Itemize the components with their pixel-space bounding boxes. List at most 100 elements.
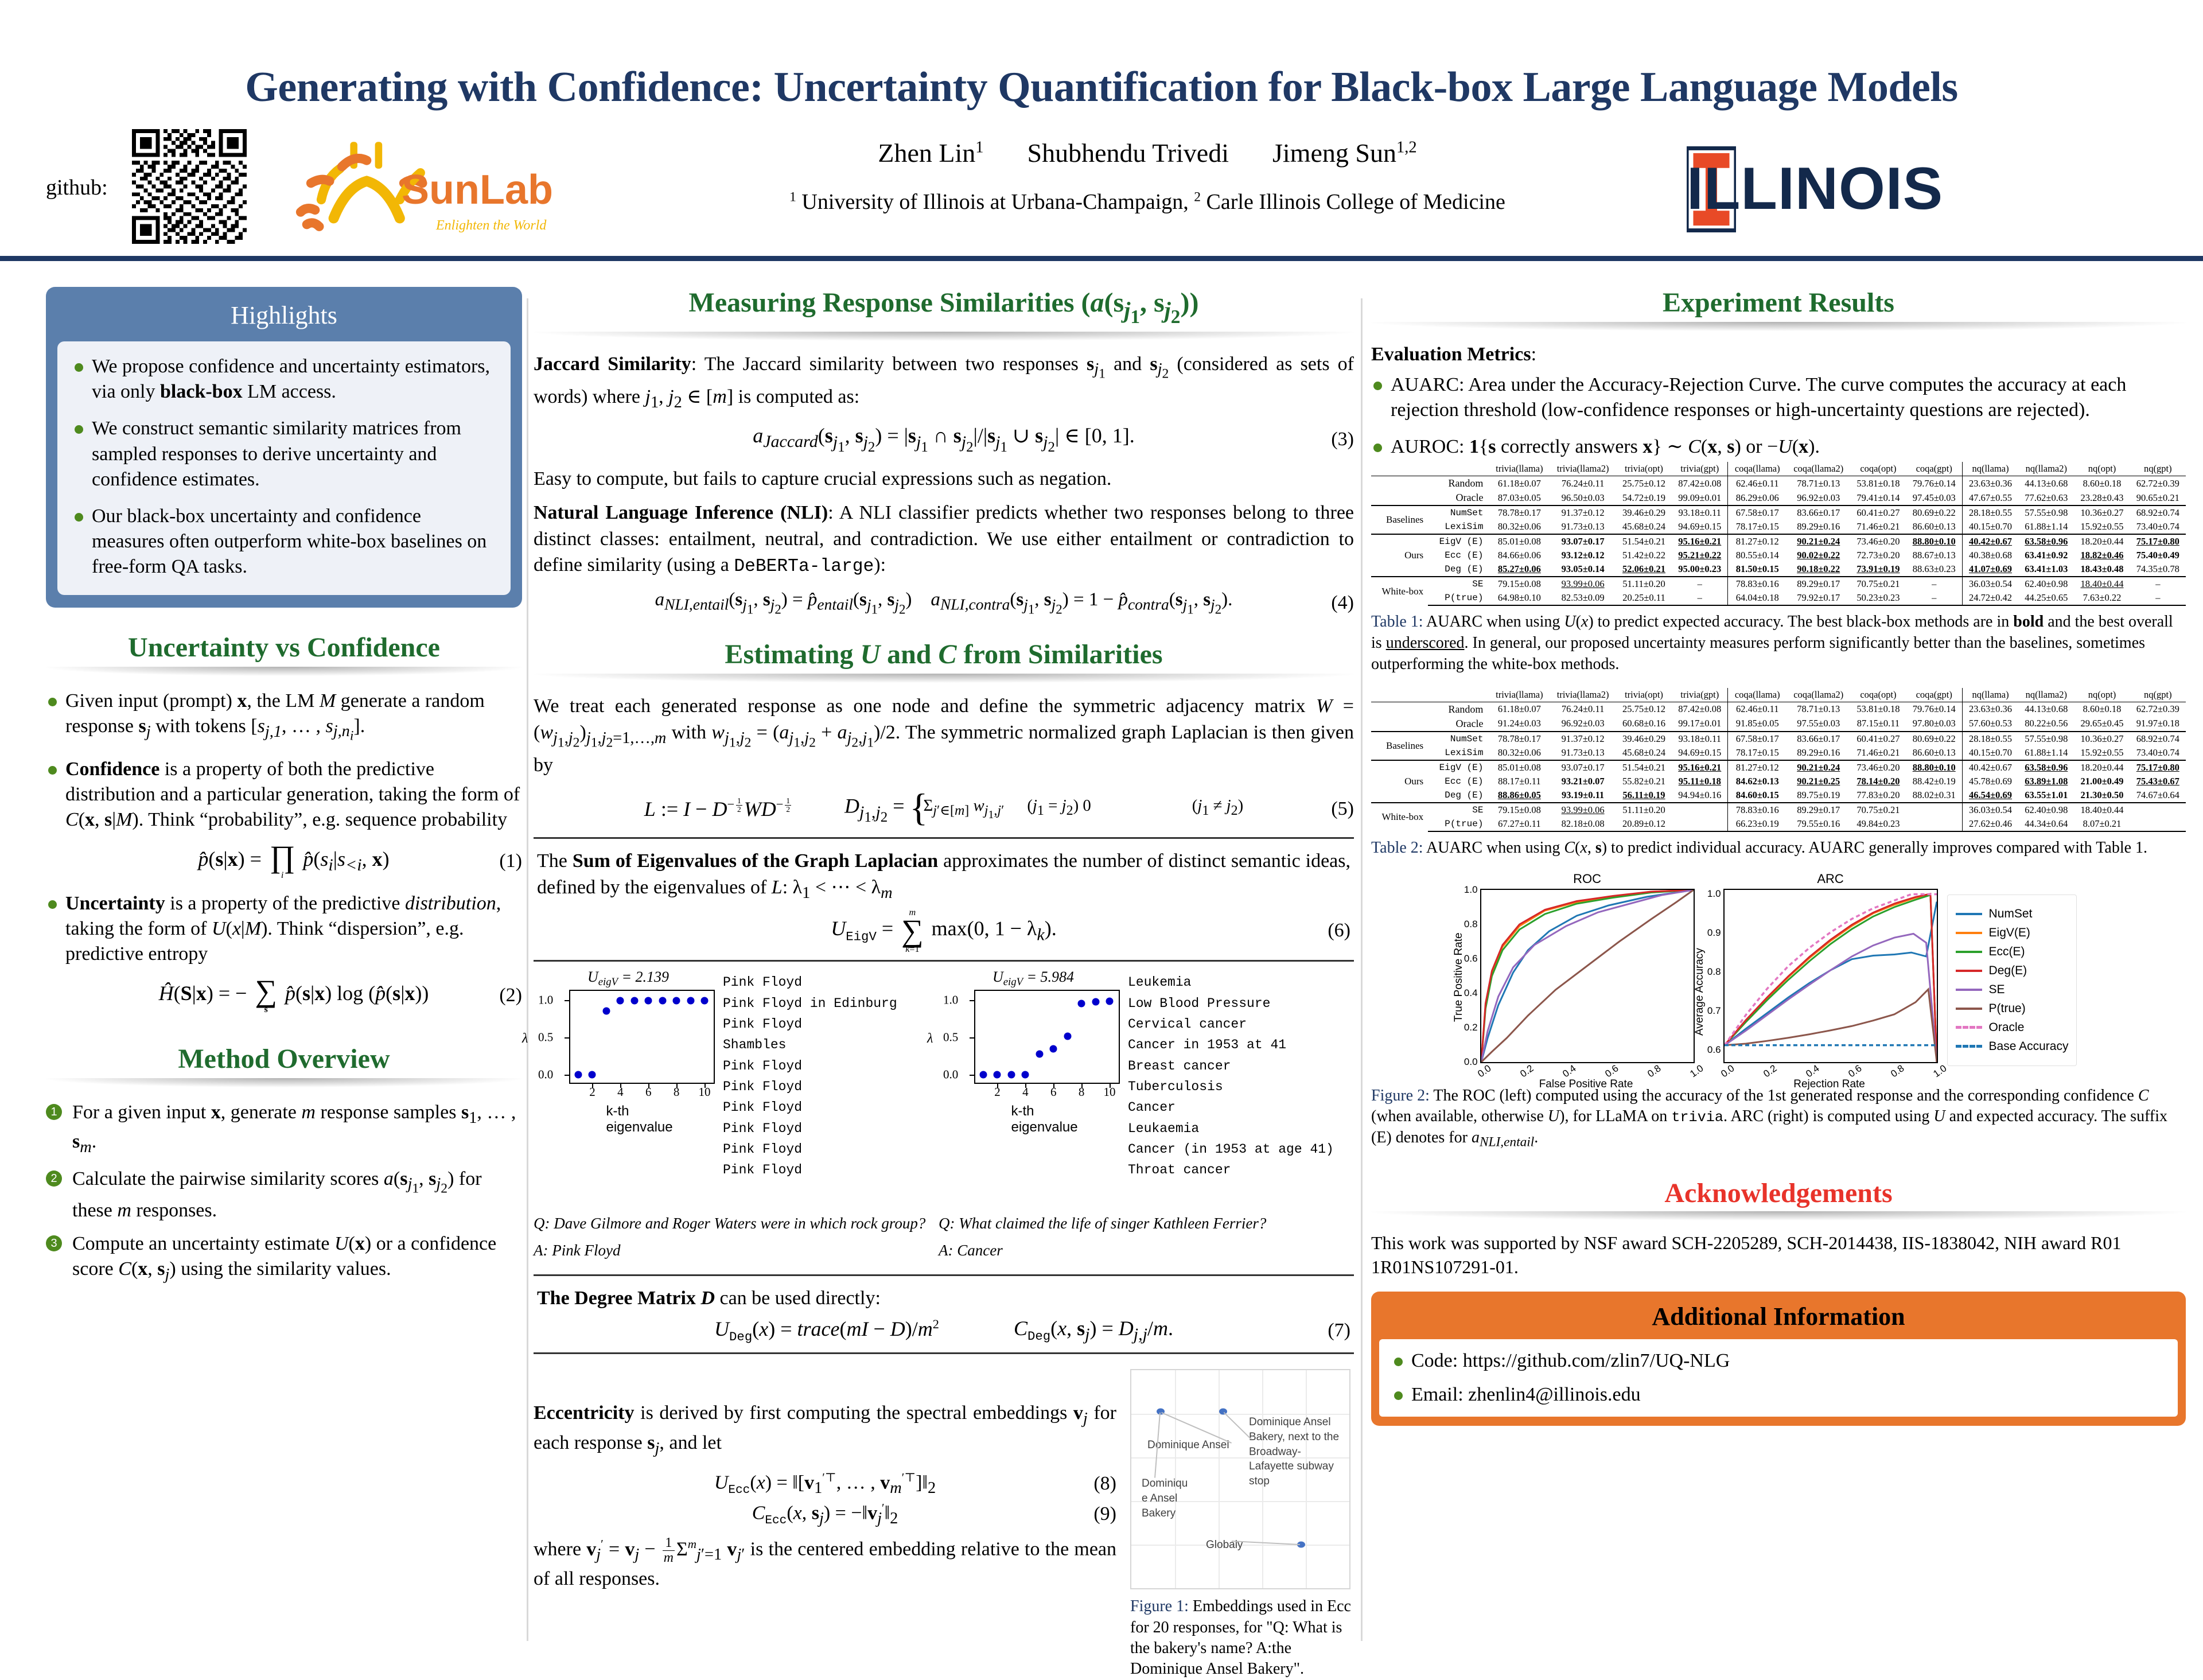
table-cell: 18.40±0.44 [2074,802,2130,817]
list-item[interactable]: Code: https://github.com/zlin7/UQ-NLG [1392,1348,2165,1374]
table-cell: 93.07±0.17 [1550,759,1616,775]
section-rule [1371,1211,2186,1220]
table-cell: 15.92±0.55 [2080,746,2124,758]
x-tick-label: 10 [1103,1085,1116,1099]
y-tick [565,1037,570,1039]
eigenvalue-statement-box: The Sum of Eigenvalues of the Graph Lapl… [534,837,1354,962]
legend-label: Ecc(E) [1988,944,2025,958]
table-cell: 52.06±0.21 [1622,563,1666,575]
response-item: Pink Floyd [723,1141,803,1157]
table-cell: 79.55±0.16 [1786,816,1851,832]
table-cell: 71.46±0.21 [1856,521,1900,532]
table-cell: 57.55±0.98 [2018,730,2074,746]
table-cell: 91.73±0.13 [1561,746,1605,758]
column-header: coqa(opt) [1850,687,1906,702]
table-cell: 61.88±1.14 [2025,746,2068,758]
table-cell: 90.21±0.24 [1786,534,1851,549]
data-point [1157,1408,1165,1415]
y-tick-label: 0.8 [1464,918,1478,930]
legend-label: Deg(E) [1988,963,2027,977]
column-header: coqa(gpt) [1906,687,1963,702]
response-item: Leukaemia [1128,1121,1200,1136]
table-cell: 84.60±0.15 [1727,788,1787,803]
table-2-caption: Table 2: AUARC when using C(x, s) to pre… [1371,838,2148,857]
table-cell: 86.60±0.13 [1912,521,1956,532]
list-item[interactable]: Email: zhenlin4@illinois.edu [1392,1382,2165,1407]
table-cell: 82.53±0.09 [1550,591,1616,606]
row-group-label: Ours [1371,759,1429,803]
affiliation-line: 1 University of Illinois at Urbana-Champ… [789,189,1505,214]
author-3: Jimeng Sun1,2 [1272,138,1417,168]
qr-code-icon[interactable] [132,129,247,244]
response-item: Low Blood Pressure [1128,995,1271,1011]
roc-chart-title: ROC [1573,871,1601,886]
results-table: trivia(llama) trivia(llama2) trivia(opt) tr… [1371,462,2186,606]
arc-chart-title: ARC [1817,871,1844,886]
table-cell: 73.46±0.20 [1850,534,1906,549]
equation-8-tag: (8) [1093,1472,1116,1494]
table-row: LexiSim 80.32±0.06 91.73±0.13 45.68±0.24 94.… [1371,520,2186,535]
illinois-wordmark: ILLINOIS [1687,155,1944,222]
y-tick-label: 1.0 [538,993,554,1007]
table-cell: 51.11±0.20 [1616,576,1672,592]
degree-matrix-box: The Degree Matrix D can be used directly… [534,1274,1354,1355]
y-tick [565,1075,570,1076]
arc-xlabel: Rejection Rate [1793,1078,1865,1090]
row-group-label: White-box [1371,576,1429,606]
gridline [1131,1457,1349,1459]
table-cell: – [1906,591,1963,606]
affiliation-2: Carle Illinois College of Medicine [1206,190,1505,214]
table-cell: 90.18±0.22 [1797,563,1840,575]
sunlab-logo-icon [295,142,427,231]
table-cell: 40.42±0.67 [1961,534,2019,549]
eig-plot-2-responses: Leukemia Low Blood Pressure Cervical cance… [1128,969,1334,1180]
table-cell: 78.83±0.16 [1727,802,1787,817]
table-cell: 25.75±0.12 [1622,477,1666,489]
table-cell: 93.07±0.17 [1550,534,1616,549]
question-text: Q: What claimed the life of singer Kathl… [939,1215,1267,1232]
table-cell: 49.84±0.23 [1850,816,1906,832]
table-2: trivia(llama) trivia(llama2) trivia(opt) tr… [1371,687,2186,832]
jaccard-note: Easy to compute, but fails to capture cr… [534,468,1112,489]
acknowledgements-text: This work was supported by NSF award SCH… [1371,1232,2122,1278]
table-cell: 87.42±0.08 [1678,477,1722,489]
equation-5-tag: (5) [1331,798,1354,819]
table-cell: 93.12±0.12 [1561,550,1605,561]
table-cell: 91.37±0.12 [1550,730,1616,746]
header-divider [0,256,2203,261]
row-label: Deg (E) [1445,790,1484,800]
data-point [700,997,709,1005]
table-cell: 62.46±0.11 [1727,476,1787,491]
sunlab-tagline: Enlighten the World [436,218,547,233]
table-cell: 89.75±0.19 [1797,789,1840,800]
highlights-title: Highlights [231,301,337,329]
table-row: White-box SE 79.15±0.08 93.99±0.06 51.11±0.2… [1371,802,2186,831]
column-divider-2 [1361,298,1363,1641]
table-corner-cell [1371,687,1429,702]
x-tick [648,1083,650,1088]
table-cell: 94.94±0.16 [1678,789,1722,800]
table-cell: 63.41±0.92 [2025,550,2068,561]
table-cell: 90.21±0.25 [1797,775,1840,787]
table-cell: 73.40±0.74 [2136,746,2179,758]
eig-plot-1-responses: Pink Floyd Pink Floyd in Edinburg Pink Flo… [723,969,897,1180]
table-cell: 93.19±0.11 [1562,789,1605,800]
table-cell: 44.13±0.68 [2025,477,2068,489]
legend-item: NumSet [1955,907,2069,921]
list-item: AUARC: Area under the Accuracy-Rejection… [1371,372,2186,423]
y-tick-label: 0.9 [1707,927,1721,938]
figure-1-scatter: Dominique Ansel Dominique Ansel Bakery, n… [1130,1369,1350,1590]
table-cell: 88.63±0.23 [1912,563,1956,575]
column-header: nq(opt) [2074,687,2130,702]
table-row: White-box SE 79.15±0.08 93.99±0.06 51.11±0.2… [1371,576,2186,606]
column-header: trivia(llama) [1489,462,1550,477]
additional-information-title: Additional Information [1652,1302,1905,1331]
series-line [1481,889,1694,1062]
x-tick-label: 1.0 [1687,1063,1706,1080]
table-cell: 77.62±0.63 [2025,492,2068,503]
sunlab-wordmark: SunLab [402,167,553,213]
column-header: coqa(gpt) [1906,462,1963,477]
table-cell: 67.58±0.17 [1727,505,1787,520]
table-cell: 64.04±0.18 [1727,591,1787,606]
